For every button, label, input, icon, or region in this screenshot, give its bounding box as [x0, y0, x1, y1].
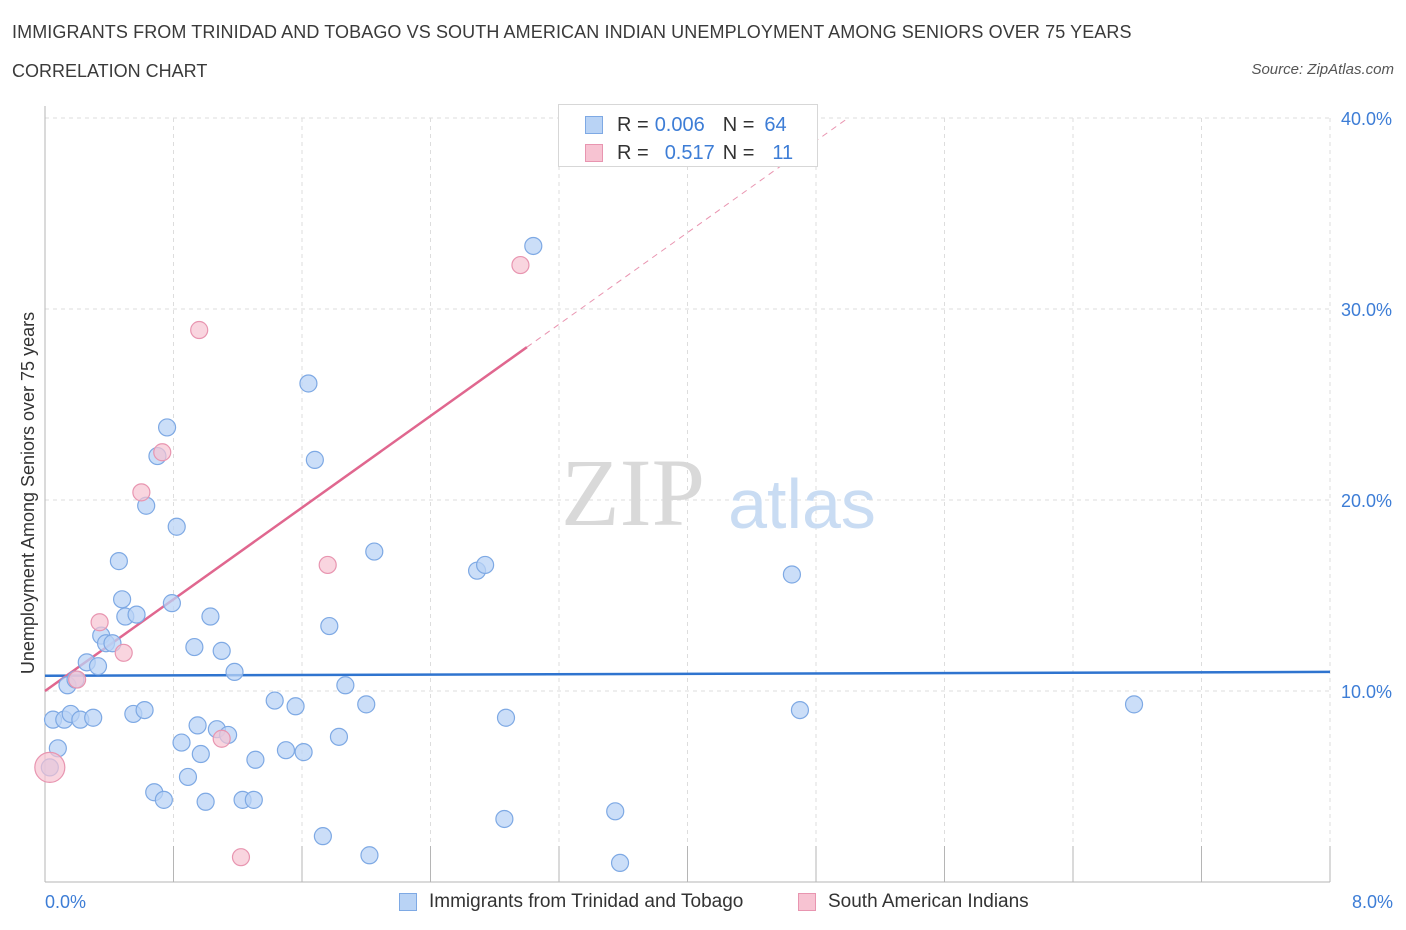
point-south-american: [511, 255, 530, 275]
point-trinidad: [162, 594, 181, 613]
point-trinidad: [191, 744, 210, 764]
point-trinidad: [109, 552, 128, 571]
point-south-american: [153, 443, 172, 462]
point-trinidad: [157, 418, 177, 437]
y-tick-label: 20.0%: [1341, 491, 1392, 511]
point-trinidad: [336, 676, 355, 695]
point-trinidad: [84, 708, 103, 727]
point-trinidad: [496, 708, 516, 727]
point-trinidad: [286, 697, 305, 716]
point-trinidad: [178, 767, 198, 787]
legend-item-trinidad: Immigrants from Trinidad and Tobago: [399, 890, 743, 914]
r-label: R =: [617, 113, 649, 136]
legend-label: Immigrants from Trinidad and Tobago: [429, 891, 744, 912]
legend-label: South American Indians: [828, 891, 1029, 912]
point-trinidad: [244, 790, 263, 809]
point-south-american: [34, 751, 66, 784]
legend-row-trinidad: R = 0.006 N = 64: [585, 113, 787, 137]
point-south-american: [90, 613, 109, 632]
r-label: R =: [617, 141, 649, 164]
pink-swatch: [585, 144, 603, 162]
point-trinidad: [305, 450, 324, 469]
point-trinidad: [276, 741, 296, 760]
n-value: 64: [764, 113, 787, 136]
point-trinidad: [88, 657, 108, 676]
x-tick-label-min: 0.0%: [45, 892, 86, 912]
data-points: [34, 236, 1144, 873]
chart-subtitle: CORRELATION CHART: [12, 61, 208, 81]
point-trinidad: [357, 695, 376, 714]
point-south-american: [114, 643, 133, 662]
point-trinidad: [201, 607, 220, 626]
pink-swatch: [798, 893, 816, 911]
point-south-american: [190, 320, 209, 340]
x-tick-label-max: 8.0%: [1352, 892, 1393, 912]
watermark-atlas: atlas: [728, 465, 876, 543]
point-trinidad: [225, 662, 244, 682]
point-trinidad: [185, 637, 204, 657]
y-tick-label: 30.0%: [1341, 300, 1392, 320]
y-axis-label: Unemployment Among Seniors over 75 years: [18, 312, 38, 674]
trend-line-trinidad: [44, 670, 1331, 677]
axes: 10.0% 20.0% 30.0% 40.0% 0.0% 8.0%: [44, 106, 1393, 912]
n-value: 11: [772, 141, 794, 164]
point-trinidad: [524, 236, 543, 256]
point-trinidad: [265, 691, 284, 710]
point-trinidad: [320, 616, 339, 636]
point-trinidad: [172, 733, 191, 752]
point-trinidad: [365, 542, 384, 561]
point-south-american: [212, 729, 231, 748]
y-tick-label: 10.0%: [1341, 682, 1392, 702]
point-trinidad: [154, 790, 173, 809]
point-trinidad: [246, 750, 265, 769]
point-trinidad: [476, 555, 495, 575]
point-trinidad: [188, 716, 207, 735]
point-trinidad: [299, 374, 318, 393]
point-trinidad: [360, 846, 379, 865]
point-trinidad: [212, 641, 231, 660]
point-trinidad: [782, 565, 802, 584]
trend-line-south-american: [44, 346, 528, 693]
blue-swatch: [585, 116, 603, 134]
point-trinidad: [294, 743, 313, 762]
legend-item-south-american: South American Indians: [798, 890, 1029, 914]
chart-title: IMMIGRANTS FROM TRINIDAD AND TOBAGO VS S…: [12, 22, 1132, 42]
legend-row-south-american: R = 0.517 N = 11: [585, 141, 793, 165]
point-trinidad: [167, 517, 186, 536]
point-south-american: [132, 483, 151, 502]
point-trinidad: [790, 700, 810, 720]
n-label: N =: [722, 141, 755, 164]
n-label: N =: [722, 113, 755, 136]
watermark-zip: ZIP: [561, 439, 705, 546]
point-trinidad: [1124, 695, 1144, 714]
point-south-american: [231, 848, 251, 867]
point-trinidad: [313, 827, 332, 846]
point-trinidad: [112, 590, 132, 609]
point-trinidad: [127, 605, 146, 624]
trend-lines: [44, 117, 1331, 693]
r-value: 0.517: [664, 141, 715, 164]
blue-swatch: [399, 893, 417, 911]
point-trinidad: [196, 792, 215, 811]
point-trinidad: [135, 700, 154, 720]
stats-legend: R = 0.006 N = 64 R = 0.517 N = 11: [558, 104, 818, 167]
point-south-american: [68, 670, 87, 689]
point-trinidad: [610, 853, 630, 873]
point-trinidad: [606, 802, 625, 821]
point-south-american: [318, 555, 337, 575]
y-tick-label: 40.0%: [1341, 109, 1392, 129]
watermark: ZIP atlas: [561, 439, 876, 546]
source-credit: Source: ZipAtlas.com: [1251, 61, 1394, 78]
point-trinidad: [329, 727, 349, 746]
point-trinidad: [495, 809, 514, 829]
r-value: 0.006: [654, 113, 705, 136]
